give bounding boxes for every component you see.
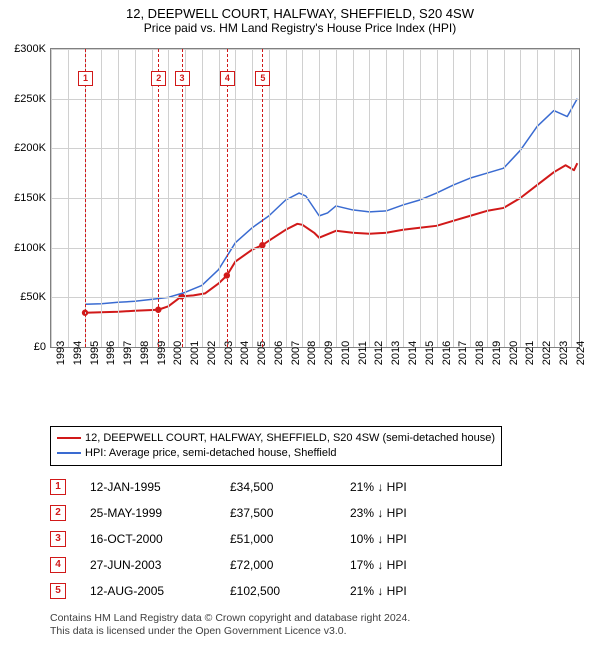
y-axis-tick-label: £200K [6, 142, 46, 154]
transaction-marker: 5 [255, 71, 270, 86]
x-axis-tick-label: 1996 [105, 341, 117, 365]
x-axis-tick-label: 2012 [373, 341, 385, 365]
x-axis-tick-label: 2015 [424, 341, 436, 365]
x-axis-tick-label: 2004 [239, 341, 251, 365]
footer-attribution: Contains HM Land Registry data © Crown c… [50, 612, 410, 638]
x-axis-tick-label: 1997 [122, 341, 134, 365]
transaction-row: 4 27-JUN-2003£72,00017% ↓ HPI [50, 552, 460, 578]
transaction-date: 12-AUG-2005 [90, 584, 230, 598]
x-axis-tick-label: 2022 [541, 341, 553, 365]
chart-title: 12, DEEPWELL COURT, HALFWAY, SHEFFIELD, … [0, 0, 600, 21]
transaction-price: £37,500 [230, 506, 350, 520]
transaction-vs-hpi: 21% ↓ HPI [350, 584, 460, 598]
transaction-price: £51,000 [230, 532, 350, 546]
y-axis-tick-label: £300K [6, 43, 46, 55]
transaction-marker: 4 [50, 557, 66, 573]
x-axis-tick-label: 2010 [340, 341, 352, 365]
transaction-date: 27-JUN-2003 [90, 558, 230, 572]
x-axis-tick-label: 2002 [206, 341, 218, 365]
transaction-marker: 1 [78, 71, 93, 86]
transaction-price: £34,500 [230, 480, 350, 494]
legend-swatch [57, 437, 81, 439]
x-axis-tick-label: 2011 [357, 341, 369, 365]
transaction-marker: 3 [50, 531, 66, 547]
transaction-marker: 2 [151, 71, 166, 86]
x-axis-tick-label: 2020 [508, 341, 520, 365]
y-axis-tick-label: £100K [6, 242, 46, 254]
transaction-row: 5 12-AUG-2005£102,50021% ↓ HPI [50, 578, 460, 604]
chart-subtitle: Price paid vs. HM Land Registry's House … [0, 21, 600, 39]
transactions-summary: 112-JAN-1995£34,50021% ↓ HPI225-MAY-1999… [50, 474, 460, 604]
transaction-row: 1 12-JAN-1995£34,50021% ↓ HPI [50, 474, 460, 500]
x-axis-tick-label: 1998 [139, 341, 151, 365]
transaction-marker: 5 [50, 583, 66, 599]
x-axis-tick-label: 2006 [273, 341, 285, 365]
x-axis-tick-label: 2001 [189, 341, 201, 365]
legend-item: HPI: Average price, semi-detached house,… [57, 446, 495, 461]
transaction-row: 2 25-MAY-1999£37,50023% ↓ HPI [50, 500, 460, 526]
x-axis-tick-label: 2013 [390, 341, 402, 365]
transaction-marker: 2 [50, 505, 66, 521]
transaction-vs-hpi: 23% ↓ HPI [350, 506, 460, 520]
transaction-price: £102,500 [230, 584, 350, 598]
chart-area: £0£50K£100K£150K£200K£250K£300K199319941… [50, 48, 580, 378]
x-axis-tick-label: 2019 [491, 341, 503, 365]
transaction-date: 16-OCT-2000 [90, 532, 230, 546]
y-axis-tick-label: £250K [6, 93, 46, 105]
x-axis-tick-label: 2003 [223, 341, 235, 365]
x-axis-tick-label: 2023 [558, 341, 570, 365]
transaction-marker: 4 [220, 71, 235, 86]
y-axis-tick-label: £150K [6, 192, 46, 204]
x-axis-tick-label: 2021 [524, 341, 536, 365]
x-axis-tick-label: 2014 [407, 341, 419, 365]
footer-line1: Contains HM Land Registry data © Crown c… [50, 612, 410, 625]
transaction-marker: 3 [175, 71, 190, 86]
x-axis-tick-label: 2016 [441, 341, 453, 365]
x-axis-tick-label: 2018 [474, 341, 486, 365]
x-axis-tick-label: 2009 [323, 341, 335, 365]
x-axis-tick-label: 2008 [306, 341, 318, 365]
y-axis-tick-label: £50K [6, 291, 46, 303]
legend-label: HPI: Average price, semi-detached house,… [85, 447, 337, 459]
transaction-date: 12-JAN-1995 [90, 480, 230, 494]
transaction-price: £72,000 [230, 558, 350, 572]
x-axis-tick-label: 2007 [290, 341, 302, 365]
transaction-marker: 1 [50, 479, 66, 495]
x-axis-tick-label: 1993 [55, 341, 67, 365]
transaction-row: 3 16-OCT-2000£51,00010% ↓ HPI [50, 526, 460, 552]
transaction-vs-hpi: 10% ↓ HPI [350, 532, 460, 546]
x-axis-tick-label: 1994 [72, 341, 84, 365]
legend-item: 12, DEEPWELL COURT, HALFWAY, SHEFFIELD, … [57, 431, 495, 446]
x-axis-tick-label: 1995 [89, 341, 101, 365]
transaction-vs-hpi: 17% ↓ HPI [350, 558, 460, 572]
transaction-date: 25-MAY-1999 [90, 506, 230, 520]
x-axis-tick-label: 2024 [575, 341, 587, 365]
y-axis-tick-label: £0 [6, 341, 46, 353]
x-axis-tick-label: 2017 [457, 341, 469, 365]
transaction-vs-hpi: 21% ↓ HPI [350, 480, 460, 494]
legend: 12, DEEPWELL COURT, HALFWAY, SHEFFIELD, … [50, 426, 502, 466]
legend-label: 12, DEEPWELL COURT, HALFWAY, SHEFFIELD, … [85, 432, 495, 444]
footer-line2: This data is licensed under the Open Gov… [50, 625, 410, 638]
plot-region: £0£50K£100K£150K£200K£250K£300K199319941… [50, 48, 580, 348]
legend-swatch [57, 452, 81, 454]
